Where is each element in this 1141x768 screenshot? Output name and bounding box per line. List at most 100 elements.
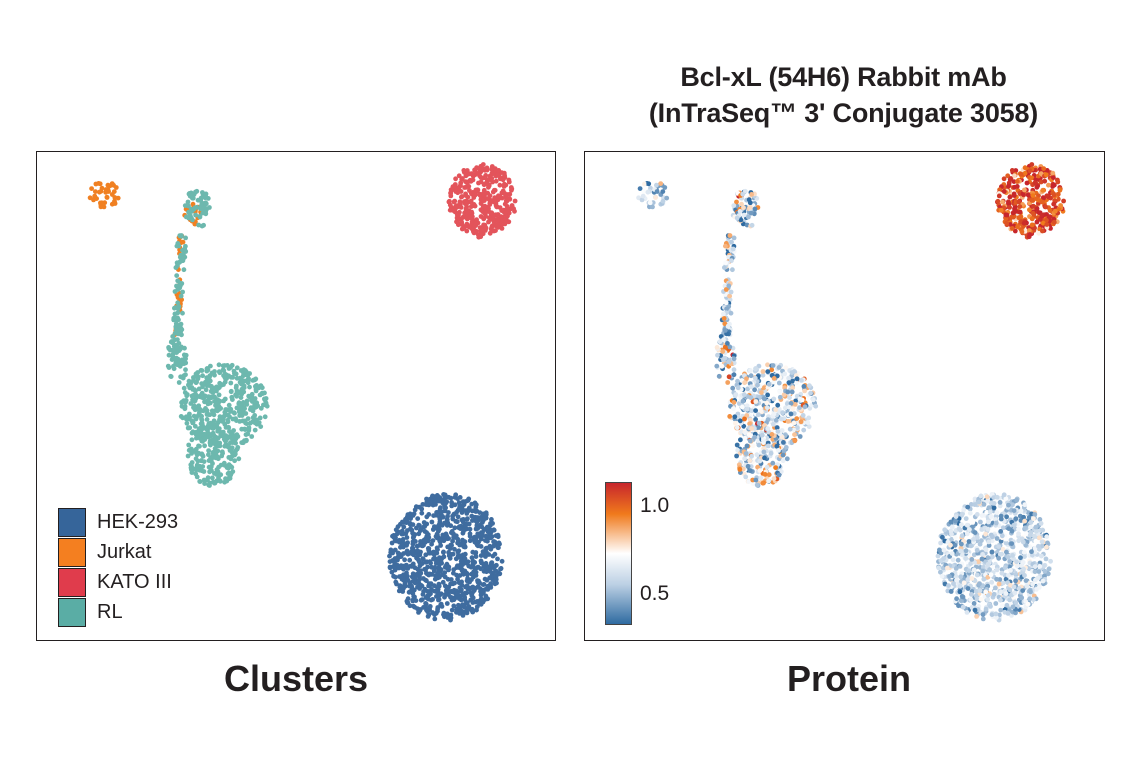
- cell-point: [416, 504, 422, 510]
- cell-point: [175, 306, 181, 312]
- cell-point: [186, 442, 192, 448]
- cell-point: [996, 555, 1002, 561]
- cell-point: [197, 214, 203, 220]
- cell-point: [722, 344, 728, 350]
- cell-point: [986, 519, 991, 525]
- cell-point: [797, 434, 803, 439]
- cell-point: [415, 548, 420, 554]
- cell-point: [205, 477, 210, 483]
- cell-point: [447, 555, 453, 561]
- cell-point: [752, 375, 758, 381]
- cell-point: [997, 500, 1003, 505]
- cell-point: [802, 404, 808, 410]
- cell-point: [993, 615, 999, 620]
- cell-point: [429, 519, 435, 525]
- cell-point: [456, 173, 462, 179]
- cell-point: [478, 228, 484, 233]
- cell-point: [194, 435, 199, 441]
- cell-point: [469, 555, 475, 561]
- cell-point: [461, 553, 467, 558]
- cell-point: [512, 198, 518, 204]
- cell-point: [417, 586, 422, 591]
- cell-point: [1030, 193, 1036, 198]
- cell-point: [985, 562, 991, 567]
- cell-point: [991, 505, 997, 511]
- cell-point: [412, 604, 418, 610]
- legend-label-rl: RL: [97, 601, 123, 623]
- cell-point: [1005, 611, 1011, 616]
- cell-point: [733, 392, 739, 397]
- cell-point: [206, 464, 212, 470]
- cell-point: [787, 395, 792, 400]
- cell-point: [243, 438, 249, 444]
- cell-point: [1051, 192, 1057, 198]
- cell-point: [474, 170, 479, 176]
- cell-point: [1017, 204, 1023, 209]
- cell-point: [434, 531, 440, 537]
- cell-point: [760, 480, 766, 486]
- cell-point: [778, 469, 784, 474]
- cell-point: [426, 535, 432, 540]
- cell-point: [204, 366, 210, 371]
- cell-point: [1039, 539, 1045, 545]
- cell-point: [969, 576, 975, 581]
- cell-point: [1010, 604, 1016, 610]
- cell-point: [1011, 179, 1017, 184]
- cell-point: [977, 541, 983, 547]
- cell-point: [227, 448, 233, 453]
- protein-points-hek-293: [935, 492, 1053, 623]
- cell-point: [473, 573, 479, 578]
- cell-point: [220, 450, 226, 456]
- cell-point: [1021, 550, 1027, 555]
- cell-point: [246, 376, 252, 382]
- cell-point: [1021, 220, 1027, 226]
- cell-point: [181, 267, 187, 273]
- cell-point: [948, 589, 954, 594]
- cluster-points-kato-iii: [446, 162, 518, 240]
- cell-point: [413, 580, 419, 586]
- cell-point: [810, 397, 816, 403]
- cell-point: [770, 363, 776, 368]
- cell-point: [416, 610, 421, 615]
- cell-point: [473, 554, 479, 559]
- cell-point: [204, 206, 209, 212]
- cell-point: [486, 184, 491, 190]
- cell-point: [215, 400, 221, 406]
- cell-point: [963, 516, 969, 521]
- cell-point: [723, 287, 729, 292]
- cell-point: [473, 502, 479, 508]
- cell-point: [450, 207, 456, 213]
- cell-point: [195, 376, 201, 382]
- cell-point: [175, 300, 181, 306]
- cell-point: [1003, 496, 1009, 501]
- cell-point: [464, 208, 470, 214]
- cell-point: [1027, 207, 1032, 213]
- cell-point: [749, 426, 755, 431]
- cell-point: [189, 209, 195, 214]
- legend-swatch-jurkat: [58, 538, 86, 567]
- cell-point: [455, 591, 460, 596]
- cell-point: [445, 615, 451, 620]
- cell-point: [1018, 518, 1024, 523]
- cell-point: [400, 531, 406, 537]
- cell-point: [727, 414, 733, 419]
- cell-point: [491, 199, 497, 205]
- cell-point: [231, 410, 237, 416]
- cell-point: [437, 592, 442, 598]
- cell-point: [1031, 533, 1037, 539]
- cell-point: [780, 452, 786, 458]
- cell-point: [431, 513, 436, 518]
- cell-point: [498, 566, 503, 572]
- cell-point: [788, 401, 794, 406]
- cell-point: [732, 414, 738, 420]
- cell-point: [445, 611, 450, 617]
- cell-point: [726, 359, 732, 365]
- cell-point: [959, 594, 965, 599]
- cell-point: [495, 534, 501, 540]
- cell-point: [455, 220, 461, 226]
- cell-point: [198, 421, 204, 427]
- cell-point: [200, 395, 205, 400]
- cell-point: [264, 403, 270, 409]
- cell-point: [431, 556, 436, 562]
- cell-point: [731, 367, 737, 373]
